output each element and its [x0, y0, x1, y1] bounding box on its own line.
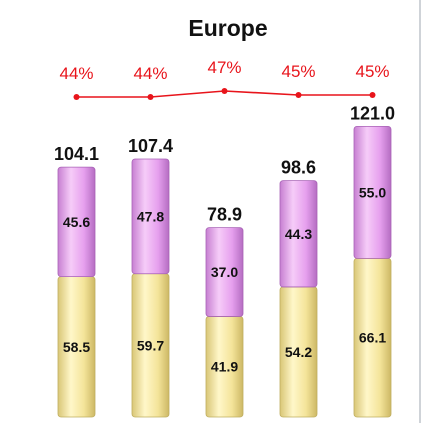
data-label-top: 37.0: [211, 264, 238, 280]
total-label: 121.0: [350, 103, 395, 123]
total-label: 78.9: [207, 205, 242, 225]
percent-point: [221, 88, 228, 94]
data-label-base: 59.7: [137, 337, 164, 353]
percent-point: [295, 92, 302, 98]
percent-line-group: 44% 44% 47% 45% 45%: [59, 58, 390, 100]
percent-point: [73, 94, 80, 100]
total-label: 104.1: [54, 144, 99, 164]
data-label-base: 66.1: [359, 330, 386, 346]
data-label-top: 47.8: [137, 208, 164, 224]
percent-label: 47%: [207, 58, 241, 77]
percent-label: 44%: [59, 64, 93, 83]
data-label-base: 58.5: [63, 339, 90, 355]
data-label-top: 44.3: [285, 226, 312, 242]
total-label: 107.4: [128, 136, 173, 156]
data-label-base: 54.2: [285, 344, 312, 360]
bar-segment-top: [131, 158, 170, 275]
percent-label: 45%: [355, 62, 389, 81]
bar-segment-top: [205, 227, 244, 317]
bar-segment-top: [279, 180, 318, 288]
bar-segment-top: [57, 166, 96, 278]
bar-group: 58.5 45.6 104.1 59.7 47.8 107.4 41.9 37.0 78.9 54…: [54, 103, 395, 418]
percent-point: [369, 92, 376, 98]
total-label: 98.6: [281, 158, 316, 178]
data-label-top: 45.6: [63, 214, 90, 230]
bar-segment-top: [353, 125, 392, 259]
percent-label: 45%: [281, 62, 315, 81]
percent-label: 44%: [133, 64, 167, 83]
percent-point: [147, 94, 154, 100]
data-label-base: 41.9: [211, 359, 238, 375]
chart-title: Europe: [188, 15, 267, 41]
data-label-top: 55.0: [359, 184, 386, 200]
